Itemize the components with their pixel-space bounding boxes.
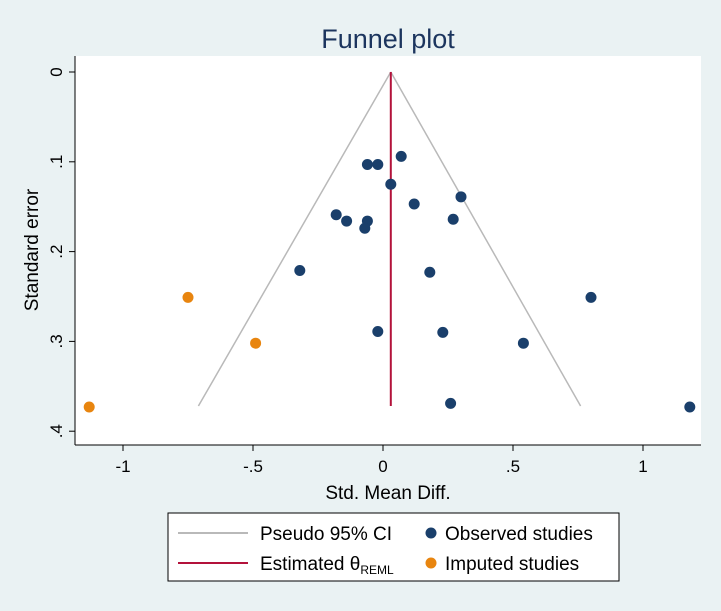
- observed-study-point: [455, 191, 467, 203]
- observed-study-point: [341, 215, 353, 227]
- x-tick-label: .5: [506, 457, 520, 476]
- x-tick-label: 0: [378, 457, 387, 476]
- imputed-study-point: [250, 337, 262, 349]
- chart-title: Funnel plot: [321, 24, 455, 54]
- observed-study-point: [684, 401, 696, 413]
- observed-study-point: [359, 222, 371, 234]
- observed-study-point: [585, 291, 597, 303]
- observed-study-point: [395, 150, 407, 162]
- imputed-study-point: [182, 291, 194, 303]
- y-tick-label: .1: [47, 155, 66, 169]
- legend-box: [167, 512, 620, 582]
- observed-study-point: [408, 198, 420, 210]
- legend-observed-label: Observed studies: [445, 524, 593, 545]
- legend-imputed-label: Imputed studies: [445, 554, 579, 575]
- pseudo-ci-lines: [197, 71, 582, 407]
- y-tick-label: .2: [47, 245, 66, 259]
- x-tick-label: -.5: [243, 457, 263, 476]
- observed-study-point: [294, 264, 306, 276]
- y-tick-label: .4: [47, 424, 66, 438]
- y-axis-label: Standard error: [22, 188, 43, 311]
- legend-ci-label: Pseudo 95% CI: [260, 524, 392, 545]
- observed-study-point: [330, 209, 342, 221]
- pseudo-ci-right-line: [390, 71, 582, 407]
- imputed-study-point: [83, 401, 95, 413]
- x-axis-label: Std. Mean Diff.: [325, 483, 450, 504]
- observed-study-point: [361, 158, 373, 170]
- scatter-points: [83, 150, 696, 413]
- observed-study-point: [424, 266, 436, 278]
- observed-study-point: [385, 178, 397, 190]
- pseudo-ci-left-line: [197, 71, 392, 407]
- legend-theta-subscript: REML: [360, 563, 394, 577]
- observed-study-point: [447, 213, 459, 225]
- y-tick-label: 0: [47, 67, 66, 76]
- observed-study-point: [372, 158, 384, 170]
- x-axis-ticks: -1 -.5 0 .5 1: [115, 445, 648, 476]
- plot-area: [75, 56, 701, 445]
- legend-imputed-swatch: [425, 557, 437, 569]
- x-tick-label: 1: [638, 457, 647, 476]
- observed-study-point: [517, 337, 529, 349]
- legend-theta-main: Estimated θ: [260, 554, 360, 575]
- legend-theta-label: Estimated θREML: [260, 554, 394, 577]
- y-axis-ticks: 0 .1 .2 .3 .4: [47, 67, 75, 438]
- y-tick-label: .3: [47, 334, 66, 348]
- x-tick-label: -1: [115, 457, 130, 476]
- legend: Pseudo 95% CI Observed studies Estimated…: [167, 512, 620, 582]
- observed-study-point: [445, 397, 457, 409]
- observed-study-point: [372, 326, 384, 338]
- legend-observed-swatch: [425, 527, 437, 539]
- observed-study-point: [437, 326, 449, 338]
